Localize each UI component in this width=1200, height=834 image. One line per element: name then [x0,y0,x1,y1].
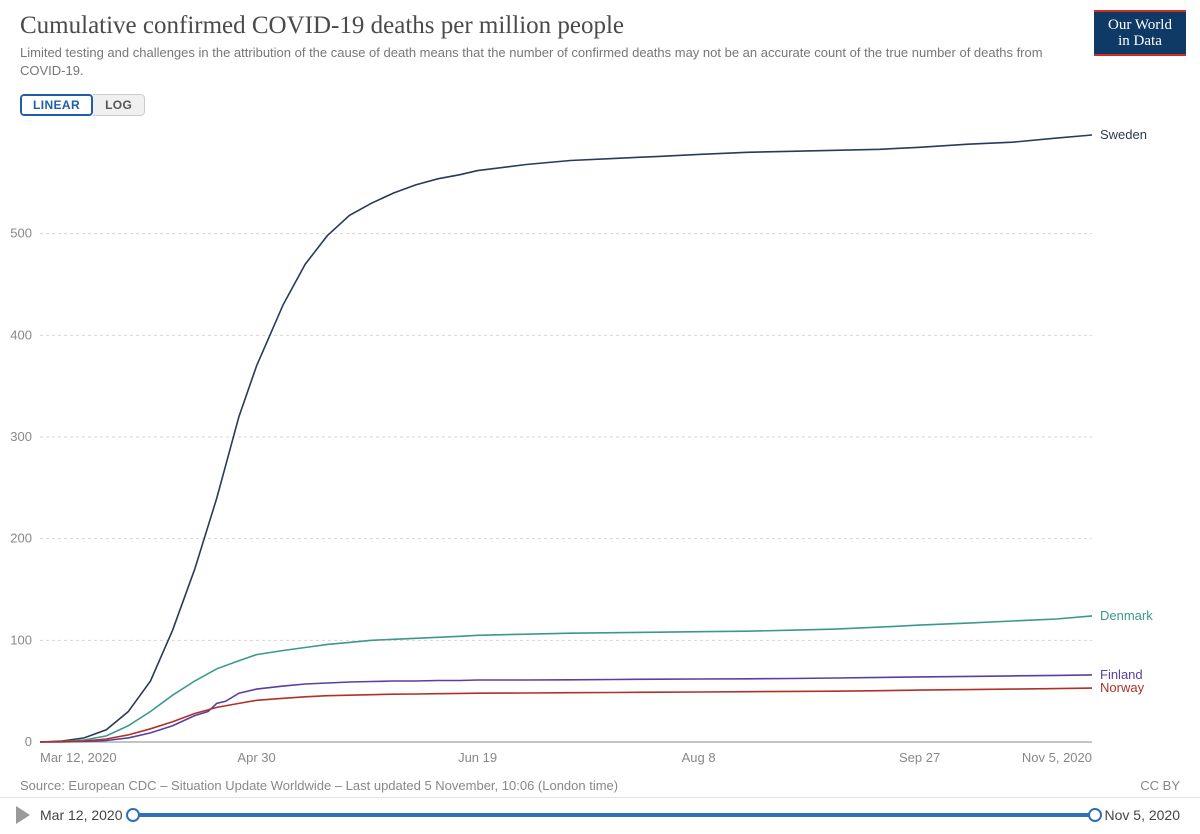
series-sweden[interactable] [40,135,1092,742]
logo-line2: in Data [1094,33,1186,50]
y-tick-label: 300 [10,429,32,444]
chart-subtitle: Limited testing and challenges in the at… [20,44,1080,80]
scale-toggle: LINEAR LOG [20,94,145,116]
scale-linear-button[interactable]: LINEAR [20,94,93,116]
x-tick-label: Mar 12, 2020 [40,750,117,765]
slider-knob-end[interactable] [1088,808,1102,822]
x-tick-label: Jun 19 [458,750,497,765]
scale-log-button[interactable]: LOG [93,94,145,116]
series-label-norway[interactable]: Norway [1100,680,1145,695]
slider-knob-start[interactable] [126,808,140,822]
timeline-start-label: Mar 12, 2020 [40,807,123,823]
y-tick-label: 100 [10,633,32,648]
series-finland[interactable] [40,675,1092,742]
x-tick-label: Sep 27 [899,750,940,765]
source-text: Source: European CDC – Situation Update … [20,778,618,793]
series-label-sweden[interactable]: Sweden [1100,127,1147,142]
play-button[interactable] [16,806,30,824]
timeline-end-label: Nov 5, 2020 [1105,807,1181,823]
chart-area: 0 100 200 300 400 500 Mar 12, 2020 Apr 30 Jun 19… [0,122,1200,772]
series-denmark[interactable] [40,616,1092,742]
chart-footer: Source: European CDC – Situation Update … [0,772,1200,834]
y-tick-label: 0 [25,734,32,749]
line-chart-svg[interactable]: 0 100 200 300 400 500 Mar 12, 2020 Apr 30 Jun 19… [0,122,1200,772]
timeline: Mar 12, 2020 Nov 5, 2020 [0,798,1200,834]
timeline-slider[interactable] [133,806,1095,824]
x-tick-label: Aug 8 [682,750,716,765]
license-link[interactable]: CC BY [1140,778,1180,793]
logo-line1: Our World [1094,17,1186,34]
y-tick-label: 400 [10,328,32,343]
x-tick-label: Apr 30 [237,750,275,765]
owid-logo[interactable]: Our World in Data [1094,10,1186,56]
y-tick-label: 200 [10,531,32,546]
series-label-denmark[interactable]: Denmark [1100,608,1153,623]
chart-header: Cumulative confirmed COVID-19 deaths per… [0,0,1200,84]
slider-track [133,813,1095,817]
chart-title: Cumulative confirmed COVID-19 deaths per… [20,12,1180,40]
y-tick-label: 500 [10,226,32,241]
x-tick-label: Nov 5, 2020 [1022,750,1092,765]
